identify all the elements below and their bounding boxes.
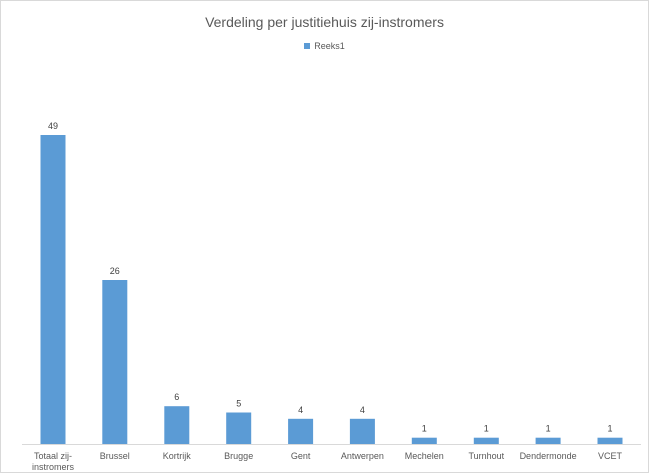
data-label: 4 [298, 405, 303, 415]
x-tick-label: VCET [598, 451, 623, 461]
chart-title: Verdeling per justitiehuis zij-instromer… [205, 14, 444, 30]
bar [40, 135, 66, 444]
data-label: 4 [360, 405, 365, 415]
x-tick-label: Antwerpen [341, 451, 384, 461]
x-tick-label: Totaal zij-instromers [32, 451, 75, 472]
x-tick-label: Kortrijk [163, 451, 192, 461]
data-label: 5 [236, 399, 241, 409]
x-tick-label: Dendermonde [520, 451, 577, 461]
data-label: 1 [607, 424, 612, 434]
data-label: 6 [174, 392, 179, 402]
data-label: 1 [546, 424, 551, 434]
bar [288, 418, 314, 444]
legend-swatch [304, 43, 311, 49]
bar [102, 280, 128, 444]
x-tick-label: Brugge [224, 451, 253, 461]
data-label: 1 [484, 424, 489, 434]
bar [411, 437, 437, 444]
data-label: 1 [422, 424, 427, 434]
x-tick-label: Gent [291, 451, 311, 461]
legend-label: Reeks1 [314, 41, 345, 51]
data-label: 49 [48, 121, 58, 131]
bar [597, 437, 623, 444]
data-label: 26 [110, 266, 120, 276]
x-tick-label: Mechelen [405, 451, 444, 461]
bar [473, 437, 499, 444]
x-tick-label: Brussel [100, 451, 130, 461]
bar [535, 437, 561, 444]
bar [226, 412, 252, 444]
bar [349, 418, 375, 444]
bar [164, 406, 190, 444]
x-tick-label: Turnhout [468, 451, 504, 461]
legend: Reeks1 [1, 41, 648, 51]
